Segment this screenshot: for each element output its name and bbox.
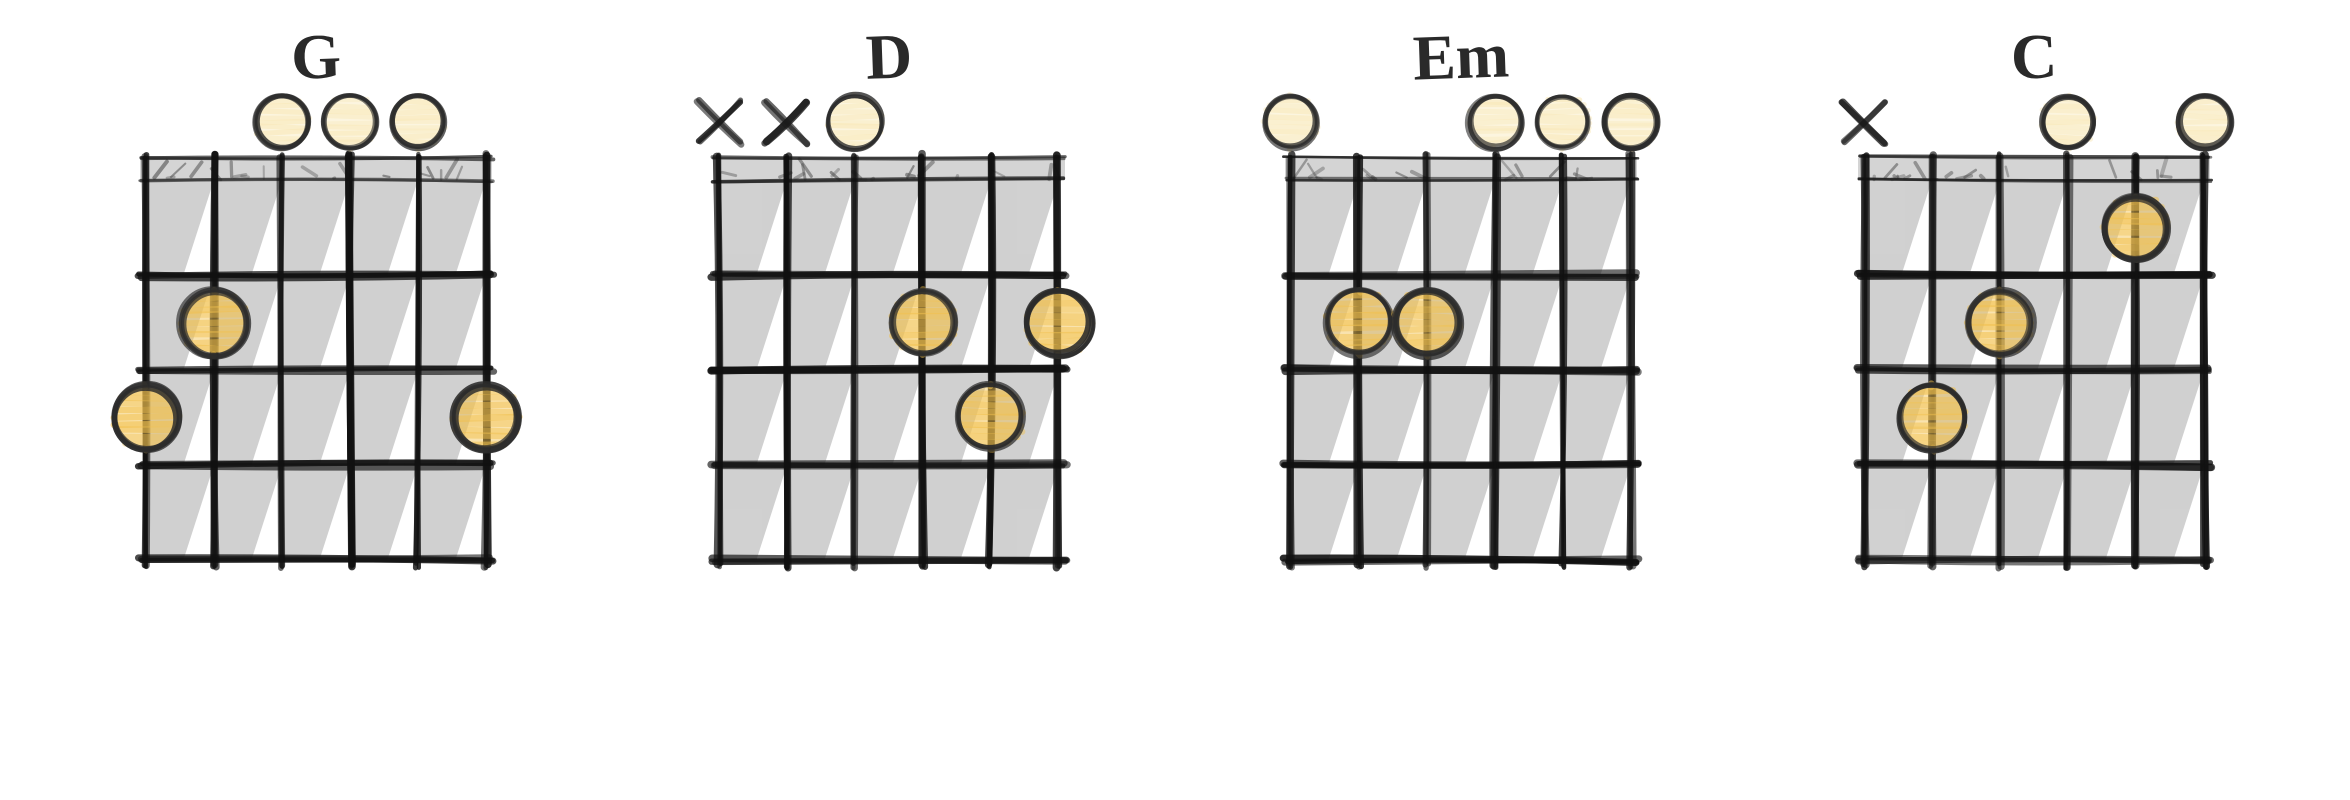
open-string-marker [1537, 96, 1590, 149]
finger-dot [1394, 290, 1461, 357]
finger-dot [1899, 384, 1966, 452]
chord-c: C [1824, 40, 2244, 605]
nut [1858, 156, 2212, 182]
open-string-marker [1263, 95, 1318, 150]
chord-diagram [106, 40, 526, 600]
chord-diagram [679, 40, 1099, 600]
chord-em: Em [1251, 40, 1671, 605]
open-string-marker [1604, 95, 1658, 149]
muted-string-marker [764, 101, 807, 144]
finger-dot [957, 383, 1023, 450]
finger-dot [1967, 290, 2034, 356]
finger-dot [114, 383, 180, 450]
open-string-marker [255, 95, 310, 149]
finger-dot [2103, 196, 2168, 261]
finger-dot [453, 384, 520, 451]
finger-dot [1326, 289, 1392, 356]
open-string-marker [323, 95, 377, 149]
finger-dot [1026, 290, 1093, 356]
nut [140, 156, 494, 182]
chord-diagram [1824, 40, 2244, 600]
muted-string-marker [1841, 102, 1885, 144]
open-string-marker [1467, 96, 1523, 150]
finger-dot [179, 289, 248, 357]
chord-d: D [679, 40, 1099, 605]
open-string-marker [827, 94, 882, 150]
chord-g: G [106, 40, 526, 605]
open-string-marker [392, 95, 446, 149]
nut [1284, 156, 1639, 180]
nut [712, 157, 1065, 182]
chord-diagrams-row: GD Em C [0, 0, 2350, 800]
finger-dot [891, 289, 956, 354]
open-string-marker [2041, 95, 2094, 149]
chord-diagram [1251, 40, 1671, 600]
open-string-marker [2177, 95, 2232, 150]
muted-string-marker [697, 100, 741, 145]
